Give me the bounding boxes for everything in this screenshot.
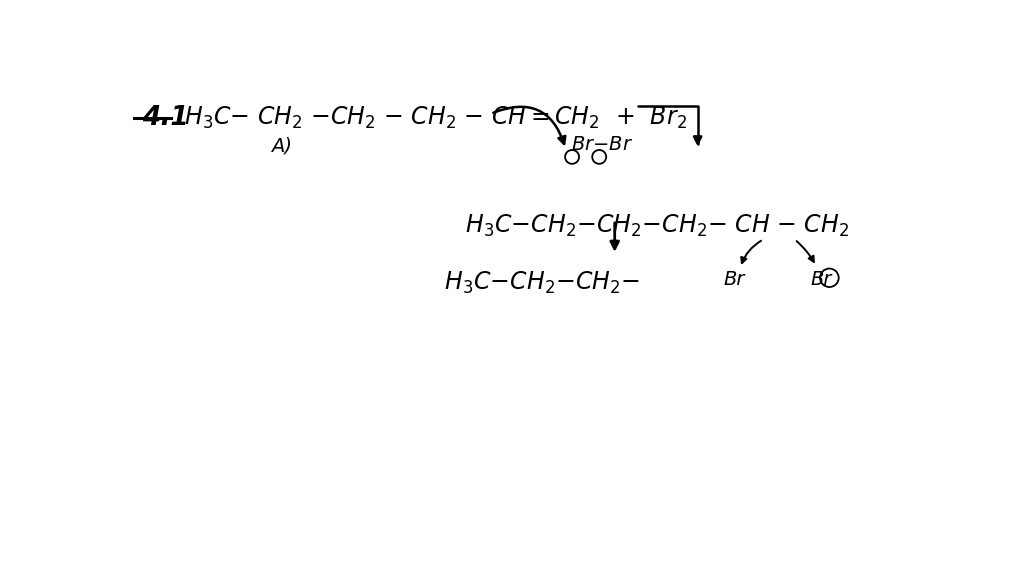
- Text: H$_3$C$-$ CH$_2$ $-$CH$_2$ $-$ CH$_2$ $-$ CH$=$CH$_2$  +  Br$_2$: H$_3$C$-$ CH$_2$ $-$CH$_2$ $-$ CH$_2$ $-…: [183, 104, 687, 131]
- Text: H$_3$C$-$CH$_2$$-$CH$_2$$-$CH$_2$$-$ CH $-$ CH$_2$: H$_3$C$-$CH$_2$$-$CH$_2$$-$CH$_2$$-$ CH …: [465, 213, 849, 238]
- Text: Br$-$Br: Br$-$Br: [571, 135, 634, 154]
- Text: Br: Br: [723, 270, 744, 289]
- Text: 4.1: 4.1: [142, 104, 188, 131]
- Text: A): A): [271, 137, 293, 156]
- Text: H$_3$C$-$CH$_2$$-$CH$_2$$-$: H$_3$C$-$CH$_2$$-$CH$_2$$-$: [444, 270, 640, 296]
- Text: Br: Br: [810, 270, 831, 289]
